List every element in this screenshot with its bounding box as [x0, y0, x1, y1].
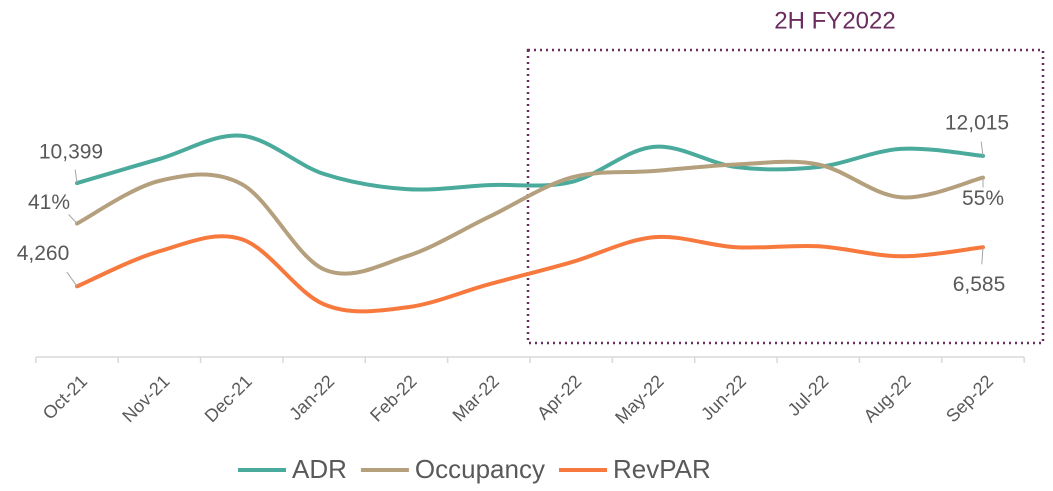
- highlight-box: [526, 48, 1045, 345]
- x-tick-label: Nov-21: [118, 371, 173, 426]
- x-tick-label: Sep-22: [942, 371, 997, 426]
- x-tick-label: Apr-22: [533, 371, 585, 423]
- data-label: 12,015: [945, 111, 1009, 134]
- x-tick-label: Jan-22: [285, 371, 338, 424]
- leader-line: [68, 214, 78, 224]
- series-line: [75, 159, 985, 276]
- leader-line: [66, 271, 78, 287]
- legend-label: Occupancy: [415, 454, 545, 484]
- annotation: 2H FY2022: [774, 7, 895, 34]
- x-tick-label: Aug-22: [860, 371, 915, 426]
- leader-line: [74, 169, 78, 184]
- series-line: [75, 234, 985, 314]
- data-label: 41%: [28, 191, 70, 214]
- leader-line: [980, 141, 984, 156]
- series-line: [75, 133, 985, 192]
- x-tick-label: Mar-22: [449, 371, 503, 425]
- x-tick-label: Feb-22: [366, 371, 420, 425]
- data-label: 10,399: [39, 141, 103, 164]
- data-label: 6,585: [953, 273, 1006, 296]
- x-tick-label: Jun-22: [697, 371, 750, 424]
- x-tick-label: Dec-21: [201, 371, 256, 426]
- leader-line: [981, 247, 984, 265]
- x-tick-label: Oct-21: [39, 371, 91, 423]
- legend-label: ADR: [292, 454, 347, 484]
- data-label: 4,260: [17, 242, 70, 265]
- x-tick-label: May-22: [611, 371, 668, 428]
- data-label: 55%: [962, 187, 1004, 210]
- x-tick-label: Jul-22: [784, 371, 833, 420]
- legend-label: RevPAR: [613, 454, 711, 484]
